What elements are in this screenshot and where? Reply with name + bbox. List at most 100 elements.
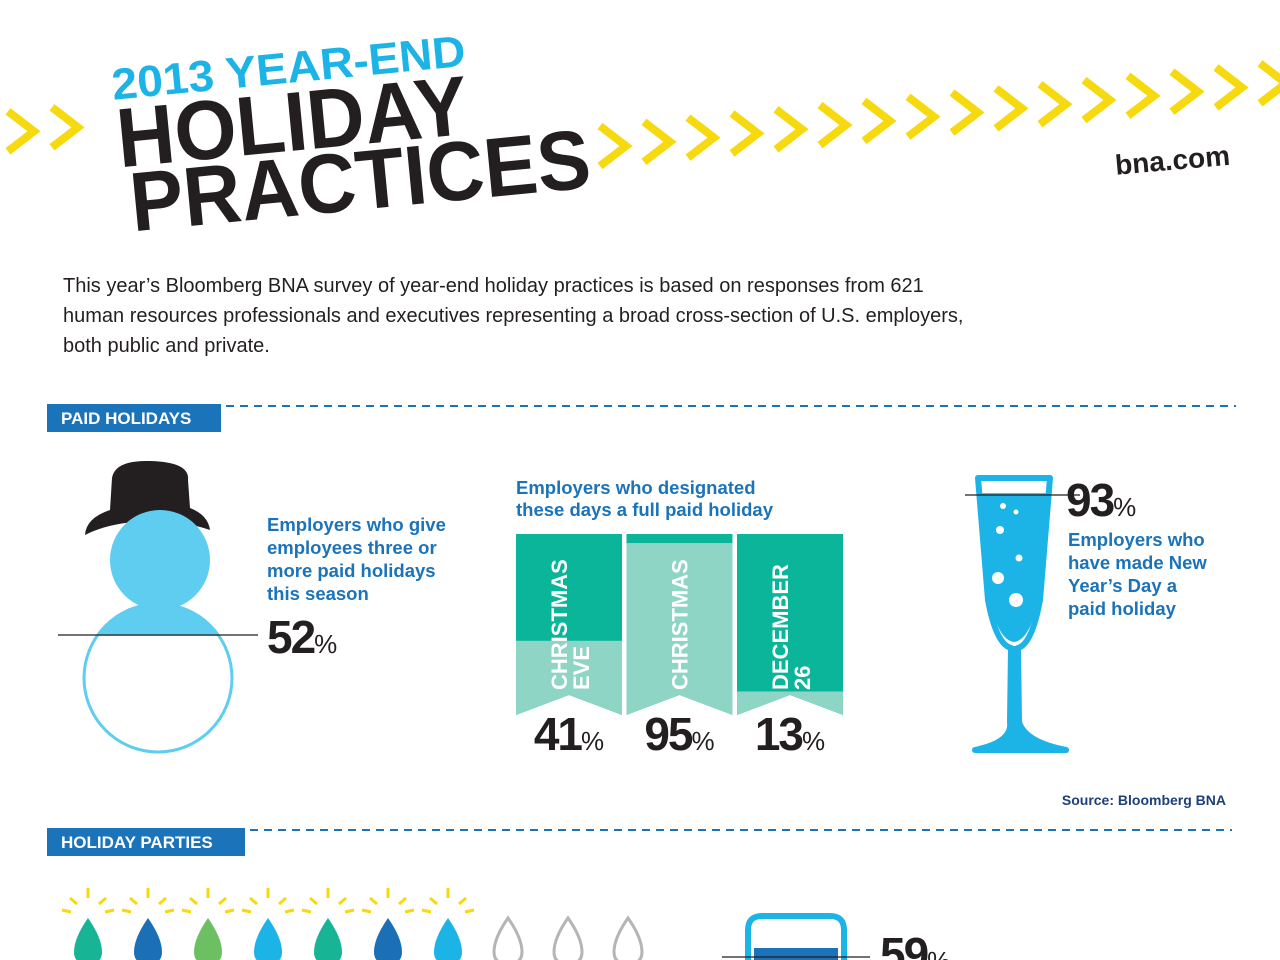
bubble [996,526,1004,534]
bulb [314,918,342,960]
bubble [992,572,1004,584]
number: 41 [534,708,583,760]
bulb [134,918,162,960]
bulb-ray [164,908,175,914]
ribbon-label: EVE [569,646,594,690]
bulb-ray [301,908,312,914]
mug-outline [745,913,847,960]
glass [965,475,1080,753]
chevron [773,106,809,153]
number: 59 [880,928,928,960]
lights [61,888,644,960]
chevron [861,97,897,145]
bulb-off [552,915,584,960]
unit: % [581,726,604,756]
snowman-text: Employers who give employees three or mo… [267,514,446,663]
bulb-ray [404,908,415,914]
stat-value: 13% [755,708,825,760]
bulb-ray [344,908,355,914]
chevron [949,89,985,136]
ribbon [737,534,843,715]
snowman-body [82,602,234,754]
chevron [5,108,41,155]
bubble [1009,593,1023,607]
bulb-ray [309,896,318,906]
glass-stem [975,646,1066,750]
number: 93 [1066,474,1114,526]
bubble [1015,554,1023,562]
snowman [58,460,258,754]
unit: % [927,946,950,960]
stat-text: this season [267,583,369,604]
bulb-ray [421,908,432,914]
snowman-fill [84,510,232,636]
chevron [817,101,853,149]
bulb-ray [429,896,438,906]
stat-value: 93% [1066,474,1136,526]
number: 13 [755,708,803,760]
bulb [434,918,462,960]
source: Source: Bloomberg BNA [1062,792,1226,808]
bulb-ray [361,908,372,914]
mug [722,913,870,960]
mug-fill [754,948,838,960]
bulb-ray [458,896,467,906]
chevron [49,104,85,151]
intro: This year’s Bloomberg BNA survey of year… [63,275,963,357]
section-title: HOLIDAY PARTIES [61,833,213,852]
unit: % [802,726,825,756]
intro-line: human resources professionals and execut… [63,305,963,327]
bulb-ray [121,908,132,914]
chevron [1213,64,1249,111]
bulb [254,918,282,960]
chevron [1037,81,1073,128]
bulb-ray [338,896,347,906]
chevron [729,110,765,157]
bulb-off [492,915,524,960]
stat-value: 95% [644,708,714,760]
chevron [993,85,1029,132]
number: 52 [267,611,315,663]
bubble [1000,503,1006,509]
bulb-ray [189,896,198,906]
section-title: PAID HOLIDAYS [61,409,191,428]
bulb [194,918,222,960]
unit: % [314,629,337,659]
stat-text: Employers who [1068,529,1205,550]
chevron [597,122,633,170]
stat-text: have made New [1068,552,1207,573]
bulb-ray [284,908,295,914]
bulb-ray [129,896,138,906]
chevron [641,118,677,165]
bulb-ray [158,896,167,906]
header: 2013 YEAR-END HOLIDAY PRACTICES [110,27,595,249]
bulb-ray [278,896,287,906]
ribbon-fill [626,543,733,715]
bulb-ray [398,896,407,906]
unit: % [1113,492,1136,522]
site-url: bna.com [1114,140,1231,181]
bulb-ray [464,908,475,914]
bulb [74,918,102,960]
ribbon-label: CHRISTMAS [668,559,693,690]
stat-value: 59% [880,928,950,960]
bulb-off [612,915,644,960]
bulb-ray [181,908,192,914]
section-bar [47,828,245,856]
chevron [1257,60,1280,107]
intro-line: This year’s Bloomberg BNA survey of year… [63,275,924,297]
bubble [1013,509,1019,515]
number: 95 [644,708,693,760]
chevron [905,93,941,140]
ribbon-label: DECEMBER [768,564,793,690]
stat-text: Employers who give [267,514,446,535]
stat-text: employees three or [267,537,437,558]
chevron [685,114,721,161]
days-title: Employers who designated [516,477,756,498]
bulb-ray [218,896,227,906]
section-bar [47,404,221,432]
bulb [374,918,402,960]
